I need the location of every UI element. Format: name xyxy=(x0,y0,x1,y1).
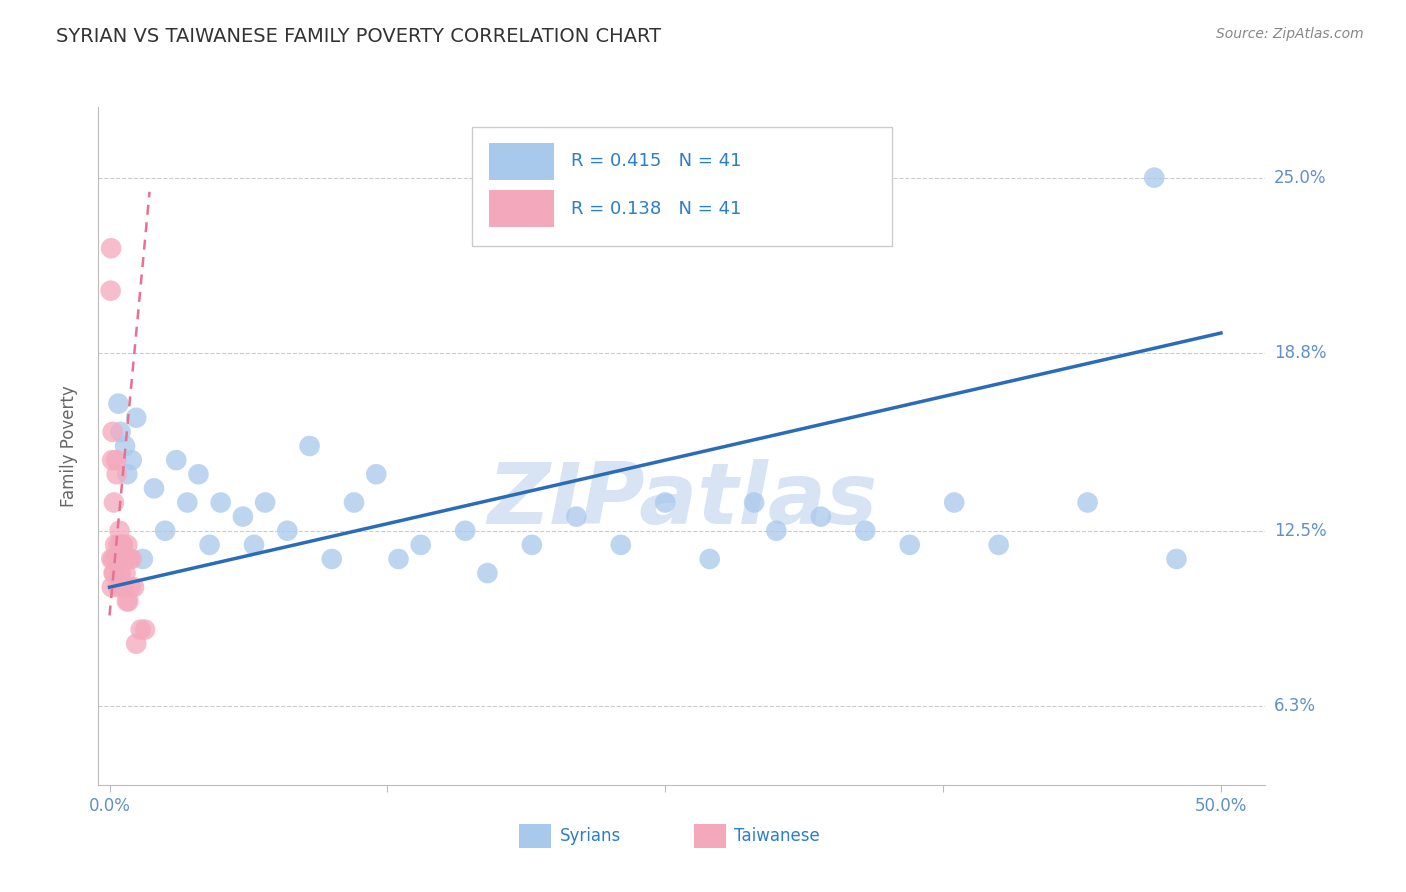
Point xyxy=(243,538,266,552)
Point xyxy=(108,566,131,580)
Point xyxy=(105,453,128,467)
Point xyxy=(810,509,832,524)
Text: R = 0.138   N = 41: R = 0.138 N = 41 xyxy=(571,200,741,218)
Point xyxy=(943,495,966,509)
Text: Taiwanese: Taiwanese xyxy=(734,827,820,845)
Point xyxy=(176,495,198,509)
Point xyxy=(343,495,366,509)
Point xyxy=(232,509,254,524)
Point xyxy=(132,552,155,566)
Point xyxy=(520,538,543,552)
Point xyxy=(117,467,139,482)
Text: 6.3%: 6.3% xyxy=(1274,697,1316,714)
Point xyxy=(110,538,132,552)
Point xyxy=(115,552,138,566)
Point xyxy=(115,594,138,608)
Point xyxy=(134,623,156,637)
Point xyxy=(153,524,176,538)
Point xyxy=(1077,495,1099,509)
Point xyxy=(100,284,122,298)
Point xyxy=(143,481,166,495)
Point xyxy=(107,396,129,410)
Point xyxy=(100,241,122,255)
Point xyxy=(108,524,131,538)
Point xyxy=(254,495,277,509)
Bar xyxy=(489,143,554,180)
Point xyxy=(111,552,134,566)
Text: Syrians: Syrians xyxy=(560,827,620,845)
Point xyxy=(114,580,136,594)
Bar xyxy=(519,823,551,848)
Point xyxy=(117,594,139,608)
Point xyxy=(742,495,765,509)
Point xyxy=(654,495,676,509)
Point xyxy=(103,495,125,509)
Point xyxy=(321,552,343,566)
Point xyxy=(366,467,388,482)
Point xyxy=(101,425,124,439)
Point xyxy=(565,509,588,524)
Bar xyxy=(489,190,554,227)
Point xyxy=(409,538,432,552)
Point xyxy=(129,623,152,637)
Point xyxy=(100,580,122,594)
Point xyxy=(105,552,128,566)
Point xyxy=(125,637,148,651)
Point xyxy=(122,580,145,594)
Point xyxy=(104,552,127,566)
Point xyxy=(114,439,136,453)
Point xyxy=(107,538,129,552)
Point xyxy=(101,552,124,566)
Point xyxy=(118,552,141,566)
Point xyxy=(112,580,135,594)
Point xyxy=(165,453,187,467)
Point xyxy=(987,538,1010,552)
Point xyxy=(699,552,721,566)
Point xyxy=(101,453,124,467)
Point xyxy=(105,467,128,482)
Point xyxy=(117,538,139,552)
Point xyxy=(209,495,232,509)
Point xyxy=(121,453,143,467)
Point xyxy=(112,552,135,566)
Point xyxy=(298,439,321,453)
Point xyxy=(111,538,134,552)
Bar xyxy=(693,823,727,848)
Point xyxy=(610,538,633,552)
Point xyxy=(103,566,125,580)
Point xyxy=(276,524,298,538)
Point xyxy=(198,538,221,552)
Point xyxy=(1166,552,1188,566)
Point xyxy=(1143,170,1166,185)
Point xyxy=(110,425,132,439)
Point xyxy=(103,566,125,580)
Point xyxy=(100,552,122,566)
Point xyxy=(187,467,209,482)
Point xyxy=(104,538,127,552)
Point xyxy=(120,580,142,594)
Text: SYRIAN VS TAIWANESE FAMILY POVERTY CORRELATION CHART: SYRIAN VS TAIWANESE FAMILY POVERTY CORRE… xyxy=(56,27,661,45)
Point xyxy=(110,566,132,580)
Text: ZIPatlas: ZIPatlas xyxy=(486,458,877,541)
Point xyxy=(898,538,921,552)
Point xyxy=(108,552,131,566)
Point xyxy=(111,538,134,552)
Text: R = 0.415   N = 41: R = 0.415 N = 41 xyxy=(571,153,741,170)
Point xyxy=(454,524,477,538)
Point xyxy=(477,566,499,580)
Point xyxy=(853,524,876,538)
Text: Source: ZipAtlas.com: Source: ZipAtlas.com xyxy=(1216,27,1364,41)
Point xyxy=(114,566,136,580)
Text: 12.5%: 12.5% xyxy=(1274,522,1326,540)
Point xyxy=(114,552,136,566)
Point xyxy=(765,524,787,538)
FancyBboxPatch shape xyxy=(472,128,891,246)
Y-axis label: Family Poverty: Family Poverty xyxy=(59,385,77,507)
Point xyxy=(107,580,129,594)
Point xyxy=(387,552,409,566)
Point xyxy=(121,552,143,566)
Text: 25.0%: 25.0% xyxy=(1274,169,1326,186)
Text: 18.8%: 18.8% xyxy=(1274,343,1326,362)
Point xyxy=(125,410,148,425)
